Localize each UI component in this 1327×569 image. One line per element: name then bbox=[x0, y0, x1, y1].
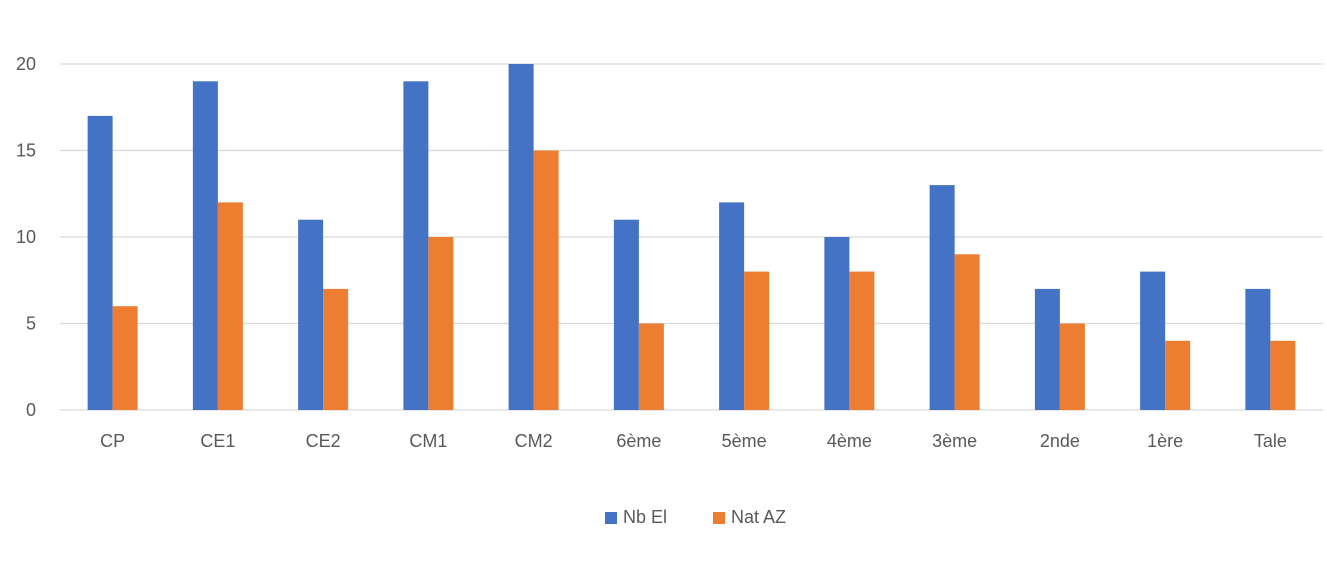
legend-swatch-nb-el bbox=[605, 512, 617, 524]
x-tick-label: CE1 bbox=[200, 431, 235, 451]
bar-nat-az-3 bbox=[428, 237, 454, 410]
x-axis-ticks: CP CE1 CE2 CM1 CM2 6ème 5ème 4ème 3ème 2nde 1ère Ta… bbox=[100, 431, 1287, 451]
bar-nb-el-0 bbox=[87, 115, 113, 411]
legend-label-nat-az: Nat AZ bbox=[731, 507, 786, 527]
x-tick-label: CP bbox=[100, 431, 125, 451]
bar-nb-el-7 bbox=[824, 237, 850, 410]
legend: Nb El Nat AZ bbox=[605, 507, 786, 527]
x-tick-label: Tale bbox=[1254, 431, 1287, 451]
x-tick-label: CM2 bbox=[515, 431, 553, 451]
y-tick-label: 0 bbox=[26, 400, 36, 420]
bar-nb-el-5 bbox=[613, 219, 639, 410]
legend-label-nb-el: Nb El bbox=[623, 507, 667, 527]
x-tick-label: 4ème bbox=[827, 431, 872, 451]
bars bbox=[87, 64, 1296, 411]
bar-nb-el-11 bbox=[1245, 288, 1271, 410]
y-axis-ticks: 0 5 10 15 20 bbox=[16, 54, 36, 420]
bar-nb-el-6 bbox=[719, 202, 745, 410]
x-tick-label: 3ème bbox=[932, 431, 977, 451]
bar-nb-el-4 bbox=[508, 64, 534, 410]
x-tick-label: CM1 bbox=[409, 431, 447, 451]
x-tick-label: 1ère bbox=[1147, 431, 1183, 451]
legend-swatch-nat-az bbox=[713, 512, 725, 524]
gridlines bbox=[60, 63, 1323, 411]
bar-nat-az-8 bbox=[954, 254, 980, 410]
x-tick-label: 6ème bbox=[616, 431, 661, 451]
bar-nat-az-1 bbox=[217, 202, 243, 410]
bar-nb-el-10 bbox=[1140, 271, 1166, 410]
x-tick-label: CE2 bbox=[306, 431, 341, 451]
bar-nat-az-9 bbox=[1059, 323, 1085, 410]
y-tick-label: 15 bbox=[16, 141, 36, 161]
bar-nat-az-10 bbox=[1165, 340, 1191, 410]
x-tick-label: 2nde bbox=[1040, 431, 1080, 451]
bar-nat-az-0 bbox=[112, 306, 138, 410]
x-tick-label: 5ème bbox=[722, 431, 767, 451]
bar-nb-el-1 bbox=[192, 81, 218, 411]
bar-nb-el-8 bbox=[929, 185, 955, 410]
bar-nat-az-5 bbox=[638, 323, 664, 410]
y-tick-label: 20 bbox=[16, 54, 36, 74]
bar-nb-el-9 bbox=[1034, 288, 1060, 410]
bar-nat-az-11 bbox=[1270, 340, 1296, 410]
bar-nat-az-6 bbox=[744, 271, 770, 410]
y-tick-label: 5 bbox=[26, 314, 36, 334]
y-tick-label: 10 bbox=[16, 227, 36, 247]
bar-nat-az-7 bbox=[849, 271, 875, 410]
bar-nat-az-2 bbox=[323, 288, 349, 410]
bar-nb-el-3 bbox=[403, 81, 429, 411]
bar-nb-el-2 bbox=[298, 219, 324, 410]
bar-nat-az-4 bbox=[533, 150, 559, 410]
